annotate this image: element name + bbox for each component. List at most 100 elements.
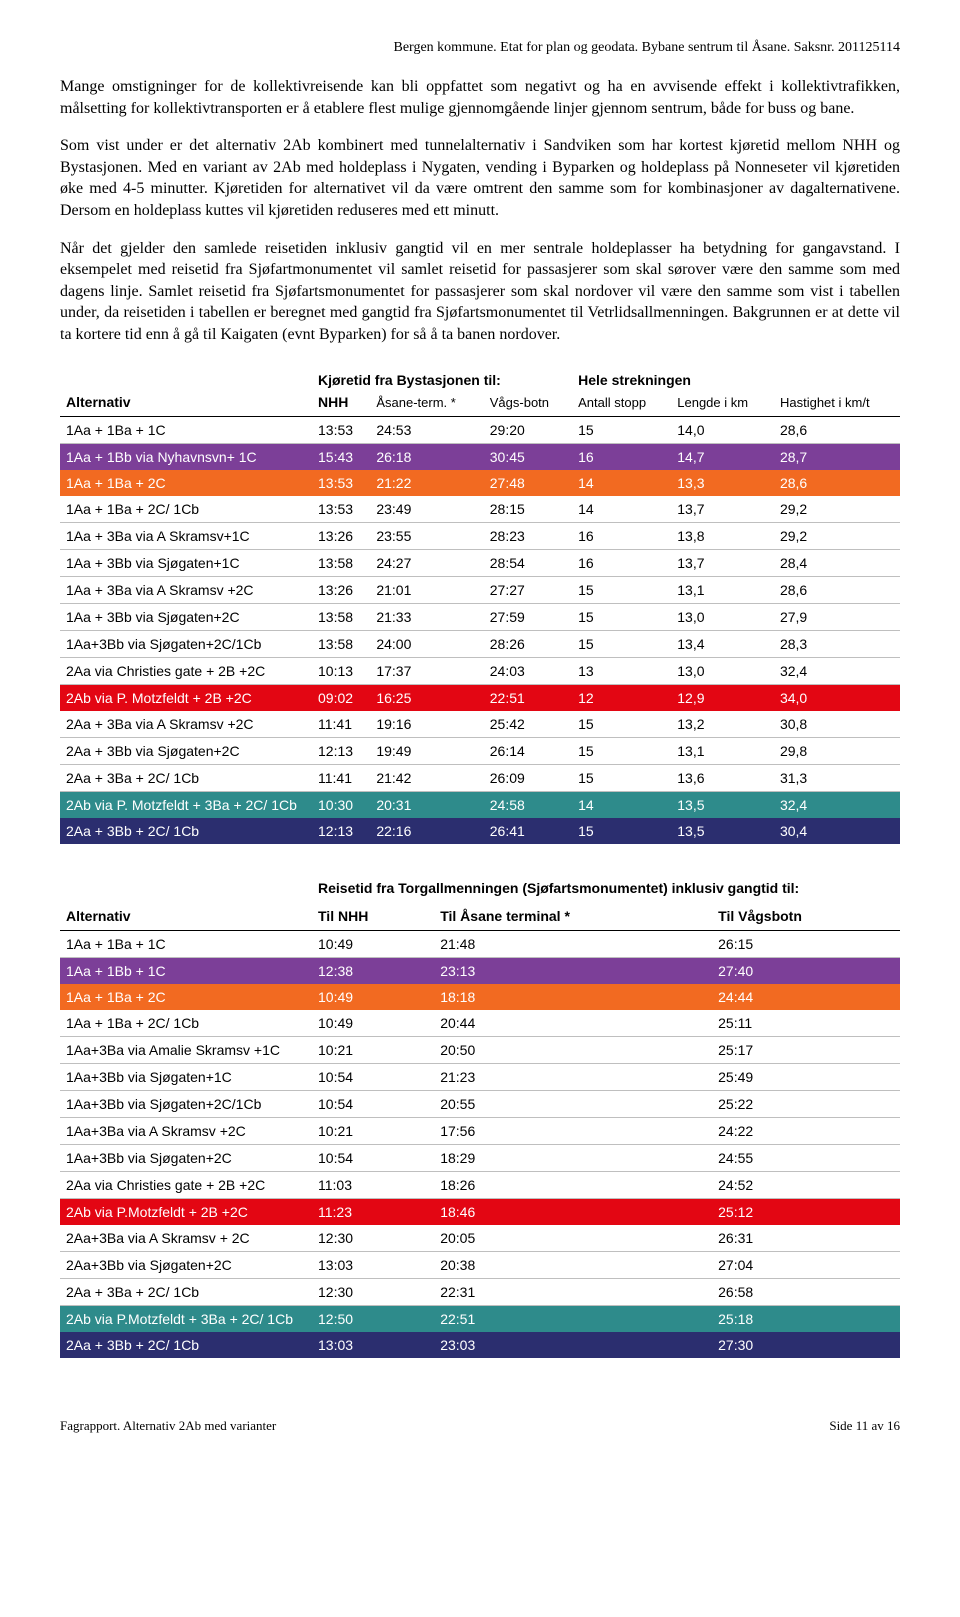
table2-h-asane: Til Åsane terminal * xyxy=(434,902,712,931)
table-row: 1Aa + 3Bb via Sjøgaten+1C13:5824:2728:54… xyxy=(60,549,900,576)
table-cell: 12:38 xyxy=(312,957,434,984)
table-row: 1Aa + 1Ba + 2C13:5321:2227:481413,328,6 xyxy=(60,470,900,496)
table-cell: 13:58 xyxy=(312,630,370,657)
table2-h-alt: Alternativ xyxy=(60,902,312,931)
table-cell: 15 xyxy=(572,416,671,443)
paragraph-2: Som vist under er det alternativ 2Ab kom… xyxy=(60,135,900,221)
table-cell: 15 xyxy=(572,576,671,603)
table-cell: 28:15 xyxy=(484,496,572,523)
table-cell: 20:50 xyxy=(434,1036,712,1063)
table-cell: 16 xyxy=(572,549,671,576)
table-cell: 1Aa + 3Ba via A Skramsv +2C xyxy=(60,576,312,603)
table-cell: 1Aa + 3Bb via Sjøgaten+2C xyxy=(60,603,312,630)
table-cell: 10:30 xyxy=(312,791,370,818)
table-row: 1Aa + 1Bb + 1C12:3823:1327:40 xyxy=(60,957,900,984)
table-cell: 1Aa+3Ba via A Skramsv +2C xyxy=(60,1117,312,1144)
table1-h-asane: Åsane-term. * xyxy=(370,388,483,417)
table-cell: 27:04 xyxy=(712,1251,900,1278)
table-cell: 28:23 xyxy=(484,522,572,549)
table-cell: 10:21 xyxy=(312,1117,434,1144)
table-cell: 23:49 xyxy=(370,496,483,523)
table-cell: 25:17 xyxy=(712,1036,900,1063)
table-cell: 20:38 xyxy=(434,1251,712,1278)
table-row: 1Aa + 1Ba + 2C/ 1Cb13:5323:4928:151413,7… xyxy=(60,496,900,523)
table-cell: 1Aa + 1Ba + 2C/ 1Cb xyxy=(60,1010,312,1037)
table-cell: 22:16 xyxy=(370,818,483,844)
table-cell: 13:53 xyxy=(312,496,370,523)
table-cell: 20:44 xyxy=(434,1010,712,1037)
table-row: 1Aa + 1Ba + 1C10:4921:4826:15 xyxy=(60,930,900,957)
table-cell: 19:16 xyxy=(370,711,483,738)
table-cell: 13,1 xyxy=(671,576,774,603)
table-cell: 2Aa + 3Bb via Sjøgaten+2C xyxy=(60,737,312,764)
table-cell: 12,9 xyxy=(671,684,774,711)
table-cell: 13:26 xyxy=(312,576,370,603)
table1-group1: Kjøretid fra Bystasjonen til: xyxy=(312,366,572,388)
table-cell: 1Aa + 1Bb + 1C xyxy=(60,957,312,984)
table-cell: 29,8 xyxy=(774,737,900,764)
table-row: 1Aa + 3Ba via A Skramsv+1C13:2623:5528:2… xyxy=(60,522,900,549)
table-cell: 1Aa+3Bb via Sjøgaten+2C xyxy=(60,1144,312,1171)
table-cell: 27:30 xyxy=(712,1332,900,1358)
table-cell: 21:48 xyxy=(434,930,712,957)
table-cell: 13,4 xyxy=(671,630,774,657)
table2: Reisetid fra Torgallmenningen (Sjøfartsm… xyxy=(60,874,900,1358)
table-cell: 16 xyxy=(572,443,671,470)
table-cell: 25:12 xyxy=(712,1198,900,1225)
table-cell: 18:26 xyxy=(434,1171,712,1198)
table-cell: 13,3 xyxy=(671,470,774,496)
table-cell: 26:58 xyxy=(712,1278,900,1305)
table-cell: 2Aa + 3Ba + 2C/ 1Cb xyxy=(60,764,312,791)
table-row: 1Aa+3Bb via Sjøgaten+2C/1Cb13:5824:0028:… xyxy=(60,630,900,657)
table-cell: 17:37 xyxy=(370,657,483,684)
table-cell: 24:52 xyxy=(712,1171,900,1198)
table-cell: 27:27 xyxy=(484,576,572,603)
table-cell: 30,8 xyxy=(774,711,900,738)
table-cell: 15 xyxy=(572,764,671,791)
table-cell: 18:18 xyxy=(434,984,712,1010)
table-cell: 14,0 xyxy=(671,416,774,443)
table-row: 2Aa + 3Bb + 2C/ 1Cb13:0323:0327:30 xyxy=(60,1332,900,1358)
table-row: 1Aa+3Bb via Sjøgaten+2C10:5418:2924:55 xyxy=(60,1144,900,1171)
table-cell: 31,3 xyxy=(774,764,900,791)
table-cell: 13,7 xyxy=(671,496,774,523)
table-cell: 14 xyxy=(572,470,671,496)
table-cell: 24:44 xyxy=(712,984,900,1010)
table-cell: 13:03 xyxy=(312,1332,434,1358)
table-cell: 2Ab via P.Motzfeldt + 2B +2C xyxy=(60,1198,312,1225)
table-cell: 18:46 xyxy=(434,1198,712,1225)
table-row: 2Aa + 3Ba + 2C/ 1Cb11:4121:4226:091513,6… xyxy=(60,764,900,791)
table-cell: 14,7 xyxy=(671,443,774,470)
table-cell: 13,1 xyxy=(671,737,774,764)
table2-h-nhh: Til NHH xyxy=(312,902,434,931)
table-cell: 10:54 xyxy=(312,1063,434,1090)
table-cell: 30,4 xyxy=(774,818,900,844)
table-row: 1Aa + 1Bb via Nyhavnsvn+ 1C15:4326:1830:… xyxy=(60,443,900,470)
table-cell: 28,6 xyxy=(774,576,900,603)
table2-title: Reisetid fra Torgallmenningen (Sjøfartsm… xyxy=(312,874,900,902)
table-row: 2Aa + 3Bb + 2C/ 1Cb12:1322:1626:411513,5… xyxy=(60,818,900,844)
table-cell: 21:01 xyxy=(370,576,483,603)
table-cell: 34,0 xyxy=(774,684,900,711)
table-cell: 13,6 xyxy=(671,764,774,791)
table-cell: 26:31 xyxy=(712,1225,900,1252)
table-cell: 24:53 xyxy=(370,416,483,443)
table-cell: 2Ab via P. Motzfeldt + 2B +2C xyxy=(60,684,312,711)
table-cell: 21:42 xyxy=(370,764,483,791)
table-cell: 13,2 xyxy=(671,711,774,738)
table-cell: 28,6 xyxy=(774,416,900,443)
table-cell: 12:30 xyxy=(312,1278,434,1305)
table-cell: 13:58 xyxy=(312,549,370,576)
table-cell: 18:29 xyxy=(434,1144,712,1171)
table-cell: 14 xyxy=(572,496,671,523)
table-cell: 1Aa + 1Ba + 1C xyxy=(60,930,312,957)
table-cell: 26:18 xyxy=(370,443,483,470)
table1-h-vags: Vågs-botn xyxy=(484,388,572,417)
table-cell: 1Aa+3Ba via Amalie Skramsv +1C xyxy=(60,1036,312,1063)
table-row: 1Aa + 1Ba + 2C10:4918:1824:44 xyxy=(60,984,900,1010)
table-row: 2Aa + 3Ba via A Skramsv +2C11:4119:1625:… xyxy=(60,711,900,738)
table-cell: 22:51 xyxy=(484,684,572,711)
table-row: 1Aa+3Bb via Sjøgaten+2C/1Cb10:5420:5525:… xyxy=(60,1090,900,1117)
table-cell: 12:13 xyxy=(312,737,370,764)
table-cell: 16 xyxy=(572,522,671,549)
